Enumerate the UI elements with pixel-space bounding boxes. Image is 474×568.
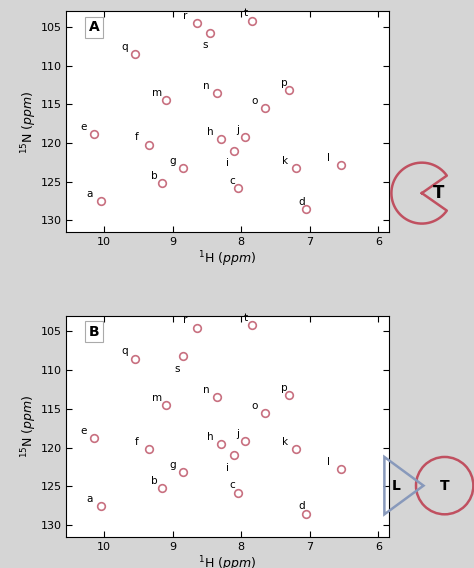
Text: s: s <box>202 40 208 51</box>
Text: b: b <box>151 171 158 181</box>
Text: k: k <box>282 437 288 447</box>
Text: n: n <box>203 81 210 90</box>
Text: g: g <box>169 460 176 470</box>
Text: q: q <box>121 42 128 52</box>
Text: l: l <box>327 457 330 467</box>
Text: l: l <box>327 153 330 162</box>
Text: f: f <box>135 132 138 143</box>
Text: h: h <box>207 127 213 137</box>
Text: m: m <box>152 88 162 98</box>
Text: A: A <box>89 20 100 34</box>
Text: d: d <box>298 197 305 207</box>
Text: c: c <box>229 481 235 490</box>
Text: a: a <box>87 189 93 199</box>
Text: s: s <box>174 364 180 374</box>
Text: m: m <box>152 393 162 403</box>
Text: a: a <box>87 494 93 504</box>
Text: t: t <box>243 313 247 323</box>
Y-axis label: $^{15}$N $(ppm)$: $^{15}$N $(ppm)$ <box>19 90 39 153</box>
Text: n: n <box>203 385 210 395</box>
Text: j: j <box>237 429 239 439</box>
Text: f: f <box>135 437 138 447</box>
Text: p: p <box>281 78 288 88</box>
Text: t: t <box>243 9 247 19</box>
Text: B: B <box>89 325 100 339</box>
Text: k: k <box>282 156 288 166</box>
Text: h: h <box>207 432 213 442</box>
Text: j: j <box>237 124 239 135</box>
Text: e: e <box>80 426 86 436</box>
Text: c: c <box>229 176 235 186</box>
Text: i: i <box>226 463 229 473</box>
Text: b: b <box>151 476 158 486</box>
Text: q: q <box>121 346 128 357</box>
Text: p: p <box>281 383 288 393</box>
Text: i: i <box>226 158 229 168</box>
Text: r: r <box>183 315 187 325</box>
Y-axis label: $^{15}$N $(ppm)$: $^{15}$N $(ppm)$ <box>19 395 39 458</box>
Text: e: e <box>80 122 86 132</box>
X-axis label: $^{1}$H $(ppm)$: $^{1}$H $(ppm)$ <box>199 554 256 568</box>
Text: o: o <box>251 96 258 106</box>
Text: T: T <box>440 479 449 492</box>
Text: T: T <box>433 184 444 202</box>
X-axis label: $^{1}$H $(ppm)$: $^{1}$H $(ppm)$ <box>199 250 256 269</box>
Text: g: g <box>169 156 176 166</box>
Text: o: o <box>251 400 258 411</box>
Text: L: L <box>392 479 400 492</box>
Text: r: r <box>183 11 187 21</box>
Text: d: d <box>298 502 305 511</box>
